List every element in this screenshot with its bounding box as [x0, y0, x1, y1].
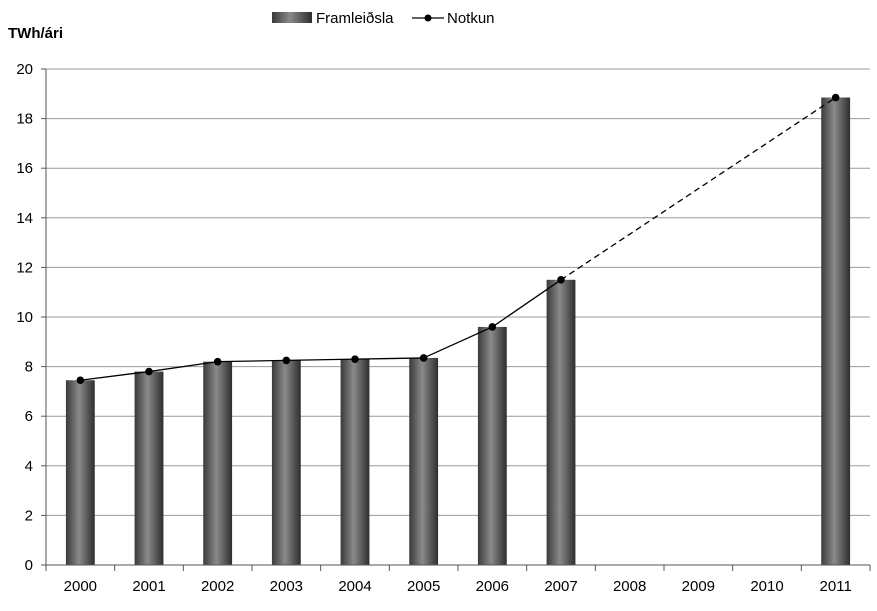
legend-bar-swatch — [272, 12, 312, 23]
bars-layer — [65, 97, 851, 566]
x-tick-label: 2009 — [682, 578, 715, 595]
y-tick-label: 10 — [16, 309, 33, 326]
bar — [340, 359, 370, 565]
x-tick-label: 2001 — [132, 578, 165, 595]
x-tick-label: 2003 — [270, 578, 303, 595]
x-tick-label: 2000 — [64, 578, 97, 595]
line-point — [76, 376, 85, 385]
line-segment — [491, 279, 562, 328]
line-segment — [354, 357, 424, 360]
x-tick-label: 2008 — [613, 578, 646, 595]
x-tick-label: 2004 — [338, 578, 371, 595]
line-point — [831, 93, 840, 102]
line-point — [351, 355, 359, 363]
y-tick-label: 14 — [16, 210, 33, 227]
x-tick-label: 2007 — [544, 578, 577, 595]
axis-layer — [41, 68, 871, 571]
line-segment — [286, 358, 356, 362]
y-tick-label: 18 — [16, 111, 33, 128]
line-segment — [423, 326, 493, 359]
bar — [271, 360, 301, 565]
line-point — [557, 276, 565, 284]
bar — [409, 357, 439, 565]
line-segment — [148, 360, 218, 373]
x-tick-label: 2006 — [476, 578, 509, 595]
y-tick-label: 12 — [16, 259, 33, 276]
y-tick-label: 20 — [16, 61, 33, 78]
legend: Framleiðsla Notkun — [272, 10, 495, 27]
legend-bar-label: Framleiðsla — [316, 10, 394, 27]
line-segment-dashed — [560, 96, 837, 281]
legend-line-label: Notkun — [447, 10, 495, 27]
y-axis-title: TWh/ári — [8, 25, 63, 42]
bar — [477, 326, 507, 565]
line-layer — [76, 93, 840, 385]
x-tick-label: 2005 — [407, 578, 440, 595]
line-point — [419, 354, 428, 362]
line-segment — [80, 370, 150, 381]
bar — [134, 371, 164, 565]
line-point — [213, 357, 222, 366]
bar — [821, 97, 851, 566]
y-tick-label: 0 — [25, 557, 33, 574]
y-tick-label: 8 — [25, 359, 33, 376]
line-point — [145, 367, 153, 376]
bar — [65, 380, 95, 565]
bar — [203, 361, 233, 565]
x-tick-label: 2010 — [750, 578, 783, 595]
grid-layer — [46, 68, 870, 516]
x-tick-label: 2002 — [201, 578, 234, 595]
bar — [546, 279, 576, 565]
y-tick-label: 4 — [25, 458, 33, 475]
x-tick-label: 2011 — [820, 578, 852, 595]
y-tick-label: 16 — [16, 160, 33, 177]
line-point — [282, 356, 291, 365]
line-point — [488, 323, 497, 331]
y-tick-label: 2 — [25, 507, 33, 524]
y-tick-label: 6 — [25, 408, 33, 425]
labels-layer: 0 2 4 6 8 10 12 14 16 18 20 2000 2001 2002 2003 2004 200… — [16, 61, 851, 595]
legend-line-marker — [424, 14, 432, 22]
line-segment — [217, 359, 287, 363]
